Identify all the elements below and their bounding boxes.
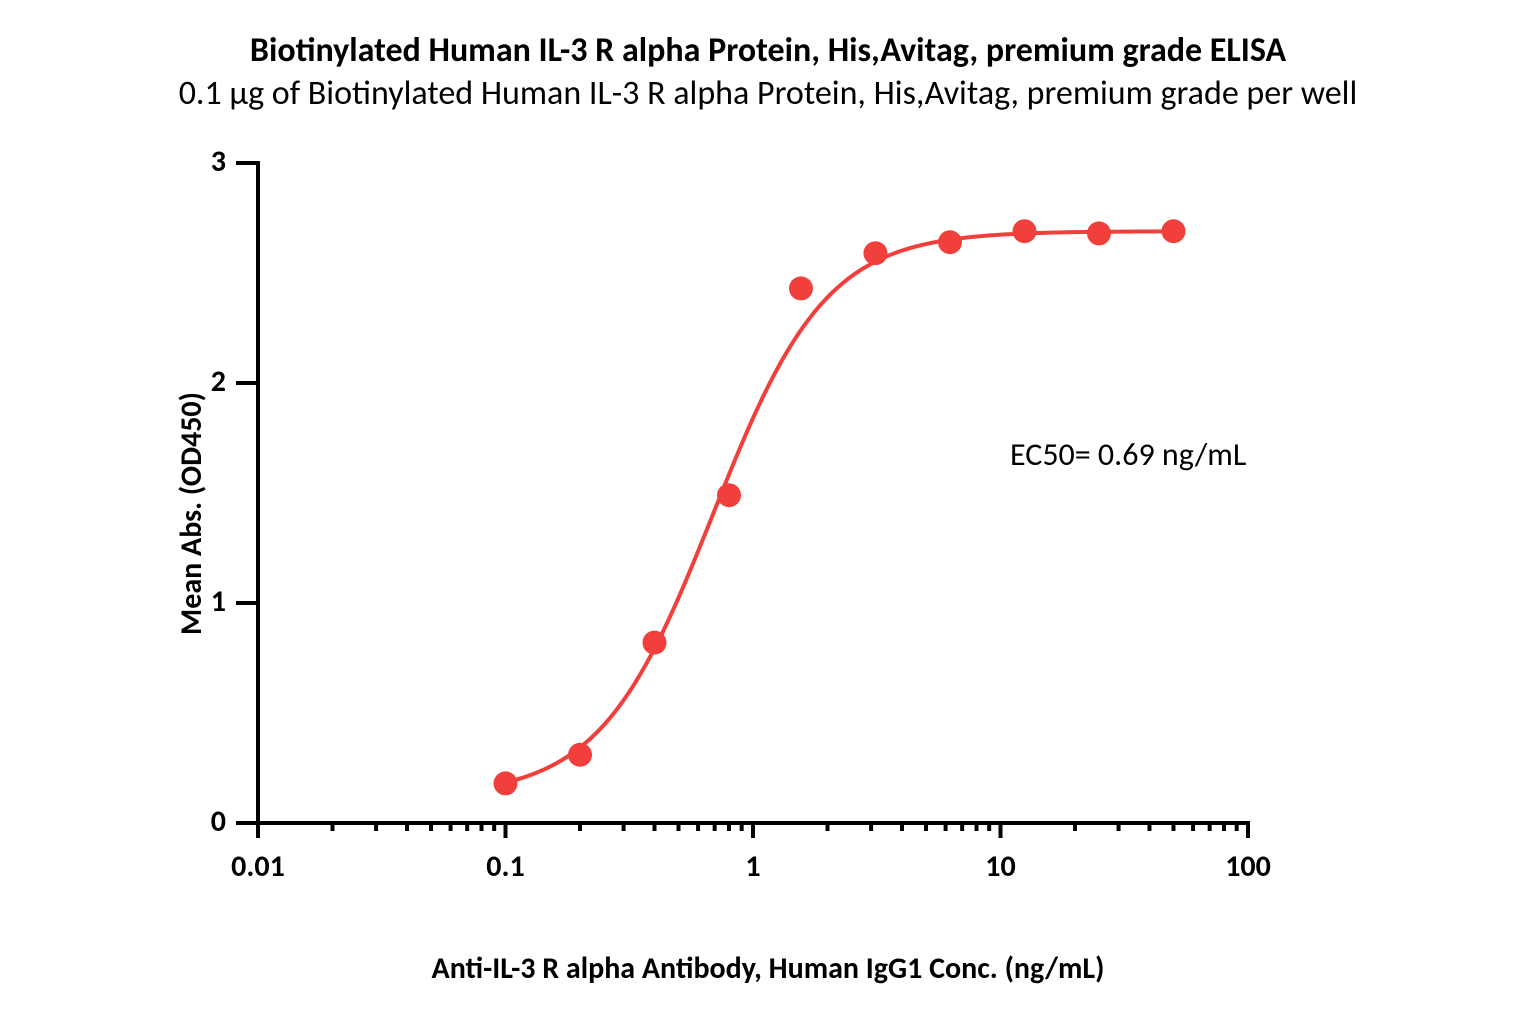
y-tick-label: 2 — [196, 363, 226, 400]
x-tick-label: 0.1 — [446, 848, 566, 885]
y-tick-label: 3 — [196, 143, 226, 180]
x-tick-label: 1 — [693, 848, 813, 885]
chart-container: Biotinylated Human IL-3 R alpha Protein,… — [0, 0, 1536, 1032]
x-tick-label: 100 — [1188, 848, 1308, 885]
x-tick-label: 10 — [941, 848, 1061, 885]
x-tick-label: 0.01 — [198, 848, 318, 885]
y-tick-label: 1 — [196, 583, 226, 620]
y-tick-label: 0 — [196, 803, 226, 840]
